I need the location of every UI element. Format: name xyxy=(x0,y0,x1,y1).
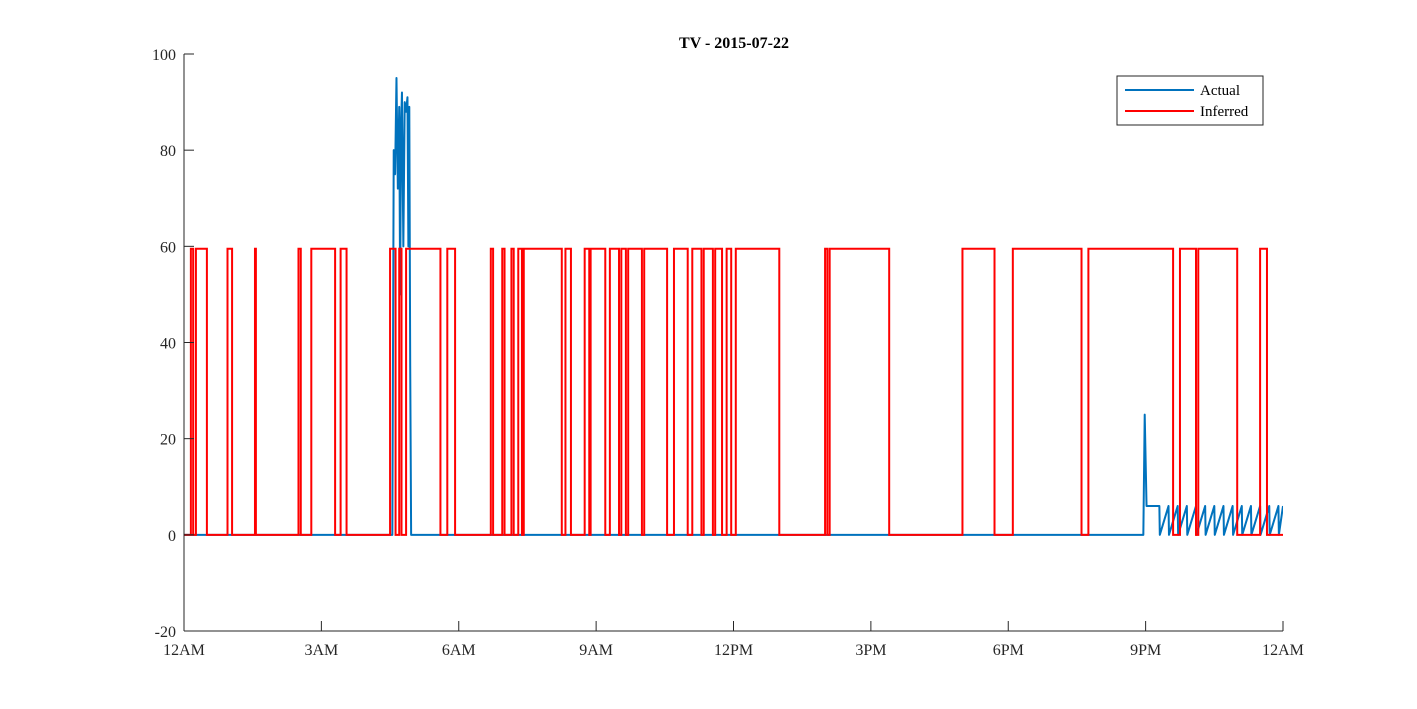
legend-label-inferred: Inferred xyxy=(1200,104,1249,120)
y-tick-label: 60 xyxy=(160,239,176,256)
series-line-actual xyxy=(184,77,1283,536)
y-tick-label: 20 xyxy=(160,432,176,449)
x-tick-label: 3PM xyxy=(855,642,886,659)
x-tick-label: 6AM xyxy=(442,642,476,659)
x-tick-label: 9AM xyxy=(579,642,613,659)
x-tick-label: 12AM xyxy=(163,642,205,659)
y-tick-label: 0 xyxy=(168,528,176,545)
y-tick-label: 80 xyxy=(160,143,176,160)
x-tick-label: 12AM xyxy=(1262,642,1304,659)
x-tick-label: 9PM xyxy=(1130,642,1161,659)
axes: -20 0 20 40 60 80 100 12AM 3AM 6AM 9AM 12PM 3PM 6PM 9P… xyxy=(152,47,1304,659)
legend-box xyxy=(1116,75,1264,126)
y-tick-label: -20 xyxy=(155,624,176,641)
y-tick-label: 40 xyxy=(160,336,176,353)
legend: Actual Inferred xyxy=(1116,75,1264,126)
x-tick-label: 12PM xyxy=(714,642,753,659)
x-tick-label: 6PM xyxy=(993,642,1024,659)
legend-label-actual: Actual xyxy=(1200,83,1240,99)
series-line-inferred xyxy=(184,247,1283,536)
x-tick-label: 3AM xyxy=(304,642,338,659)
chart-title: TV - 2015-07-22 xyxy=(679,35,789,52)
y-tick-label: 100 xyxy=(152,47,176,64)
plot-area xyxy=(184,77,1283,536)
